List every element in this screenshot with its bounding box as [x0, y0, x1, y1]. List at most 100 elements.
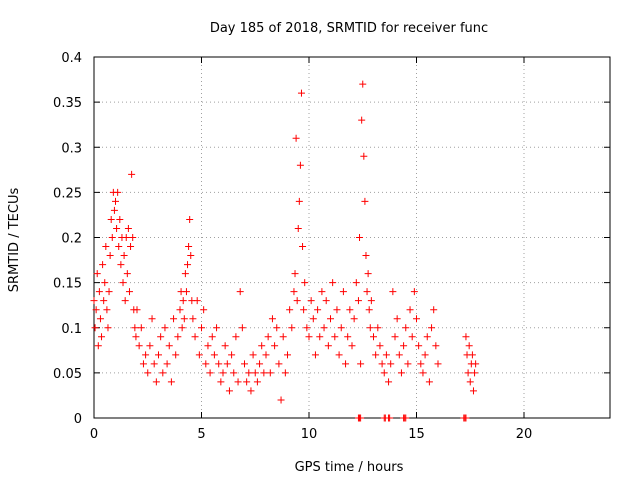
data-point [181, 270, 189, 278]
data-point [356, 234, 364, 241]
data-point [311, 351, 319, 359]
data-point [301, 279, 309, 287]
data-point [155, 351, 162, 359]
data-point [342, 360, 350, 368]
data-point [225, 387, 233, 395]
data-point [135, 342, 143, 350]
data-point [243, 378, 251, 386]
data-point [357, 360, 365, 368]
data-point [367, 297, 375, 305]
data-points [90, 80, 480, 422]
data-point [339, 288, 347, 296]
data-point [150, 360, 158, 368]
data-point [167, 378, 175, 386]
data-point [344, 333, 352, 341]
data-point [434, 360, 442, 368]
data-point [305, 333, 313, 341]
data-point [297, 89, 305, 97]
data-point [425, 378, 433, 386]
y-tick-label: 0.2 [61, 232, 82, 247]
y-tick-label: 0.05 [53, 367, 82, 382]
data-point [189, 315, 197, 323]
data-point [157, 333, 165, 341]
data-point [284, 351, 291, 359]
data-point [185, 243, 193, 251]
data-point [397, 369, 405, 377]
data-point [144, 369, 152, 377]
data-point [195, 351, 203, 359]
data-point [165, 342, 173, 350]
data-point [95, 288, 103, 296]
data-point [187, 252, 195, 260]
y-tick-label: 0 [74, 412, 82, 427]
x-tick-labels: 0 5 10 15 20 [90, 427, 532, 442]
data-point [413, 315, 420, 323]
data-point [357, 414, 365, 422]
data-point [314, 306, 322, 314]
data-point [391, 333, 399, 341]
data-point [386, 414, 394, 422]
data-point [247, 387, 255, 395]
data-point [402, 324, 410, 332]
y-tick-label: 0.15 [53, 277, 82, 292]
data-point [471, 369, 479, 377]
data-point [115, 243, 123, 251]
data-point [176, 306, 184, 314]
x-tick-label: 15 [408, 427, 425, 442]
data-point [363, 288, 371, 296]
data-point [291, 270, 299, 278]
data-point [193, 297, 201, 305]
data-point [133, 306, 141, 314]
data-point [309, 315, 317, 323]
data-point [320, 324, 328, 332]
data-point [131, 324, 139, 332]
data-point [464, 369, 472, 377]
data-point [378, 360, 386, 368]
data-point [159, 369, 167, 377]
data-point [286, 306, 294, 314]
data-point [127, 243, 135, 251]
data-point [108, 234, 116, 241]
data-point [387, 360, 395, 368]
y-axis-label: SRMTID / TECUs [7, 188, 22, 293]
x-tick-label: 10 [301, 427, 318, 442]
data-point [421, 351, 429, 359]
data-point [200, 306, 208, 314]
data-point [393, 315, 401, 323]
data-point [228, 351, 236, 359]
data-point [292, 134, 300, 142]
data-point [329, 279, 337, 287]
data-point [142, 351, 150, 359]
data-point [260, 369, 268, 377]
data-point [123, 270, 131, 278]
data-point [376, 342, 384, 350]
data-point [180, 315, 188, 323]
data-point [204, 342, 212, 350]
data-point [234, 378, 242, 386]
data-point [462, 333, 470, 341]
data-point [364, 270, 372, 278]
data-point [472, 360, 480, 368]
data-point [139, 360, 147, 368]
data-point [365, 306, 373, 314]
data-point [288, 324, 296, 332]
data-point [230, 369, 238, 377]
data-point [264, 333, 272, 341]
data-point [362, 252, 370, 260]
data-point [206, 369, 214, 377]
data-point [152, 378, 160, 386]
grid [94, 57, 610, 418]
data-point [186, 215, 194, 223]
y-tick-label: 0.35 [53, 96, 82, 111]
data-point [462, 414, 470, 422]
data-point [281, 369, 289, 377]
data-point [232, 333, 240, 341]
data-point [294, 224, 302, 232]
y-tick-label: 0.4 [61, 51, 82, 66]
data-point [402, 414, 410, 422]
data-point [331, 333, 339, 341]
data-point [389, 288, 397, 296]
data-point [249, 351, 257, 359]
data-point [128, 170, 136, 178]
data-point [99, 261, 107, 269]
